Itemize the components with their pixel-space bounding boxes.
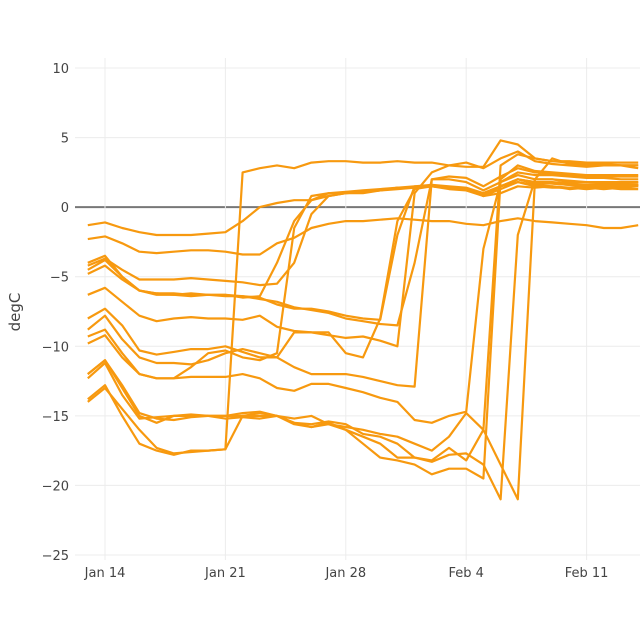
y-axis: 10 5 0 −5 −10 −15 −20 −25 (42, 62, 69, 564)
series-line-8 (87, 178, 639, 359)
series-line-6 (87, 174, 639, 327)
y-tick-label: −5 (50, 271, 69, 286)
x-tick-label: Jan 28 (324, 566, 366, 581)
series-line-5 (87, 178, 639, 321)
series-line-15 (87, 181, 639, 299)
y-axis-label: degC (6, 293, 24, 332)
series-line-2 (87, 217, 639, 256)
series-line-12 (87, 164, 639, 480)
y-tick-label: −25 (42, 549, 69, 564)
series-line-16 (87, 178, 639, 380)
y-tick-label: 5 (61, 132, 69, 147)
y-tick-label: −15 (42, 410, 69, 425)
y-tick-label: −20 (42, 479, 69, 494)
x-tick-label: Jan 14 (84, 566, 126, 581)
series-line-10 (87, 153, 639, 462)
x-tick-label: Feb 11 (565, 566, 609, 581)
x-tick-label: Feb 4 (448, 566, 483, 581)
grid (75, 58, 640, 560)
series-line-4 (87, 181, 639, 287)
series-line-1 (87, 185, 639, 237)
series-lines (87, 139, 639, 501)
series-line-14 (87, 171, 639, 424)
series-line-9 (87, 167, 639, 388)
series-line-11 (87, 178, 639, 501)
y-tick-label: −10 (42, 340, 69, 355)
y-tick-label: 10 (52, 62, 69, 77)
x-tick-label: Jan 21 (204, 566, 246, 581)
x-axis: Jan 14 Jan 21 Jan 28 Feb 4 Feb 11 (84, 566, 609, 581)
series-line-7 (87, 150, 639, 348)
y-tick-label: 0 (61, 201, 69, 216)
series-line-13 (87, 157, 639, 501)
